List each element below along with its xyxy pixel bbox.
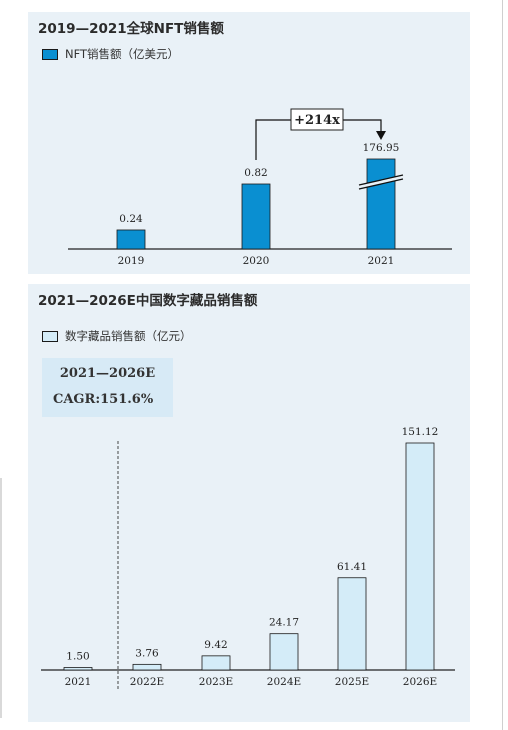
bar-2026E bbox=[405, 442, 435, 671]
bar-2021 bbox=[63, 667, 93, 671]
x-tick-2021: 2021 bbox=[368, 255, 395, 267]
panel-title: 2019—2021全球NFT销售额 bbox=[38, 21, 224, 37]
data-label-2021: 176.95 bbox=[363, 142, 400, 154]
growth-label: +214x bbox=[294, 113, 340, 128]
chart-legend: NFT销售额（亿美元） bbox=[42, 46, 179, 62]
data-label-2022E: 3.76 bbox=[135, 647, 159, 659]
data-label-2025E: 61.41 bbox=[337, 561, 367, 573]
data-label-2023E: 9.42 bbox=[204, 639, 227, 651]
legend-label: NFT销售额（亿美元） bbox=[65, 47, 180, 61]
data-label-2026E: 151.12 bbox=[402, 426, 439, 438]
chart-legend: 数字藏品销售额（亿元） bbox=[42, 328, 192, 344]
cagr-period: 2021—2026E bbox=[59, 366, 156, 381]
x-tick-2020: 2020 bbox=[243, 255, 270, 267]
nft-sales-panel: 2019—2021全球NFT销售额 NFT销售额（亿美元） 0.24 2019 0.… bbox=[28, 12, 470, 274]
data-label-2024E: 24.17 bbox=[269, 617, 299, 629]
legend-swatch bbox=[42, 48, 58, 60]
panel-title: 2021—2026E中国数字藏品销售额 bbox=[38, 293, 258, 309]
nft-bar-chart: 0.24 2019 0.82 2020 176.95 2021 +214x bbox=[68, 108, 452, 267]
bar-2023E bbox=[201, 655, 231, 671]
x-tick-2021: 2021 bbox=[65, 676, 92, 688]
data-label-2021: 1.50 bbox=[66, 651, 89, 663]
x-tick-2019: 2019 bbox=[118, 255, 145, 267]
data-label-2020: 0.82 bbox=[244, 167, 267, 179]
bar-2019 bbox=[116, 229, 146, 250]
cagr-box: 2021—2026E CAGR:151.6% bbox=[42, 358, 173, 417]
x-tick-2025E: 2025E bbox=[335, 676, 369, 688]
bar-2024E bbox=[269, 633, 299, 671]
x-tick-2024E: 2024E bbox=[267, 676, 301, 688]
digital-collectibles-bar-chart: 1.50 2021 3.76 2022E 9.42 2023E 24.17 2024E 61.4… bbox=[41, 426, 455, 689]
digital-collectibles-panel: 2021—2026E中国数字藏品销售额 数字藏品销售额（亿元） 2021—202… bbox=[28, 284, 470, 722]
legend-label: 数字藏品销售额（亿元） bbox=[65, 329, 192, 343]
bar-2020 bbox=[241, 183, 271, 250]
page-edge-line bbox=[502, 0, 503, 730]
growth-badge bbox=[290, 108, 344, 131]
data-label-2019: 0.24 bbox=[119, 213, 143, 225]
x-tick-2023E: 2023E bbox=[199, 676, 233, 688]
bar-2021 bbox=[366, 158, 396, 250]
axis-break-marker bbox=[358, 174, 404, 190]
bar-2025E bbox=[337, 577, 367, 671]
page-margin-mark bbox=[0, 478, 2, 718]
arrow-head-icon bbox=[376, 131, 386, 140]
x-tick-2026E: 2026E bbox=[403, 676, 437, 688]
bar-2022E bbox=[132, 663, 162, 671]
cagr-value: CAGR:151.6% bbox=[53, 392, 154, 407]
legend-swatch bbox=[42, 330, 58, 342]
x-tick-2022E: 2022E bbox=[130, 676, 164, 688]
